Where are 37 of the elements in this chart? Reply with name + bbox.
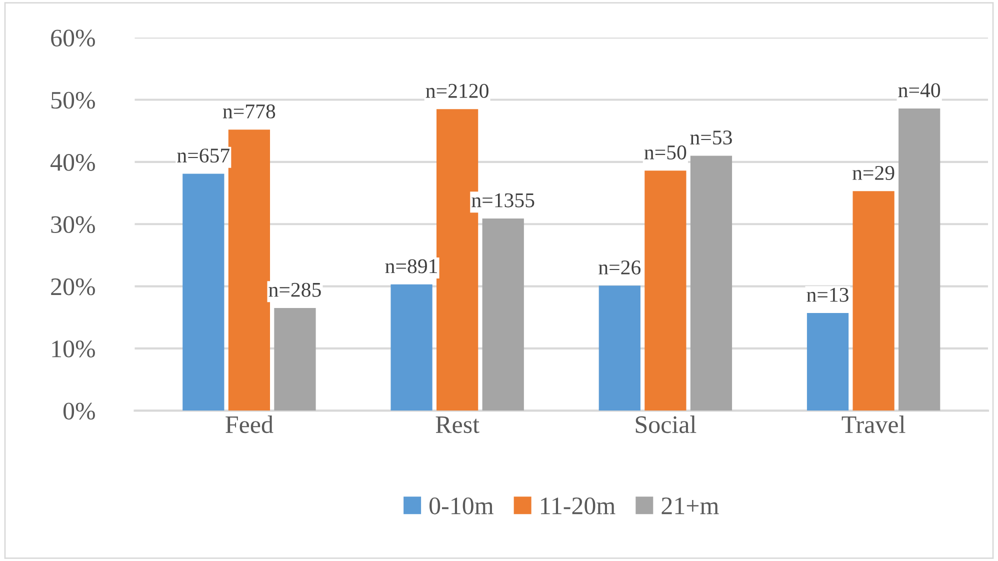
annotation: n=285 xyxy=(268,282,321,297)
annotation: n=657 xyxy=(177,148,230,163)
x-tick-label: Social xyxy=(636,416,696,434)
y-tick-label: 0% xyxy=(63,402,95,420)
annotation: n=2120 xyxy=(426,84,488,98)
bar xyxy=(182,174,224,411)
y-tick-label: 50% xyxy=(51,92,95,109)
x-tick-label: Feed xyxy=(226,416,274,434)
bar xyxy=(274,308,316,411)
bar xyxy=(482,218,524,411)
annotation: n=13 xyxy=(806,288,848,302)
bar xyxy=(690,156,732,411)
legend-label: 0-10m xyxy=(430,497,494,514)
bar xyxy=(228,130,270,411)
y-tick-label: 60% xyxy=(51,30,95,47)
annotation: n=29 xyxy=(852,166,894,180)
annotation: n=40 xyxy=(898,83,940,98)
bar xyxy=(806,313,849,411)
x-tick-label: Rest xyxy=(436,416,480,434)
bar xyxy=(390,284,432,411)
annotation: n=778 xyxy=(222,104,276,118)
bar xyxy=(898,108,940,411)
y-tick-label: 30% xyxy=(51,216,95,234)
x-tick-label: Travel xyxy=(842,416,906,434)
annotation: n=891 xyxy=(385,259,437,274)
y-tick-label: 20% xyxy=(51,278,95,296)
bar xyxy=(598,286,640,411)
bar xyxy=(644,170,686,411)
annotation: n=53 xyxy=(690,130,732,145)
annotation: n=26 xyxy=(598,260,641,274)
y-tick-label: 10% xyxy=(52,340,95,358)
y-tick-label: 40% xyxy=(50,154,95,171)
legend-label: 21+m xyxy=(662,498,719,514)
legend-label: 11-20m xyxy=(541,497,616,514)
bar xyxy=(852,191,894,411)
annotation: n=1355 xyxy=(472,193,534,208)
annotation: n=50 xyxy=(644,145,686,160)
